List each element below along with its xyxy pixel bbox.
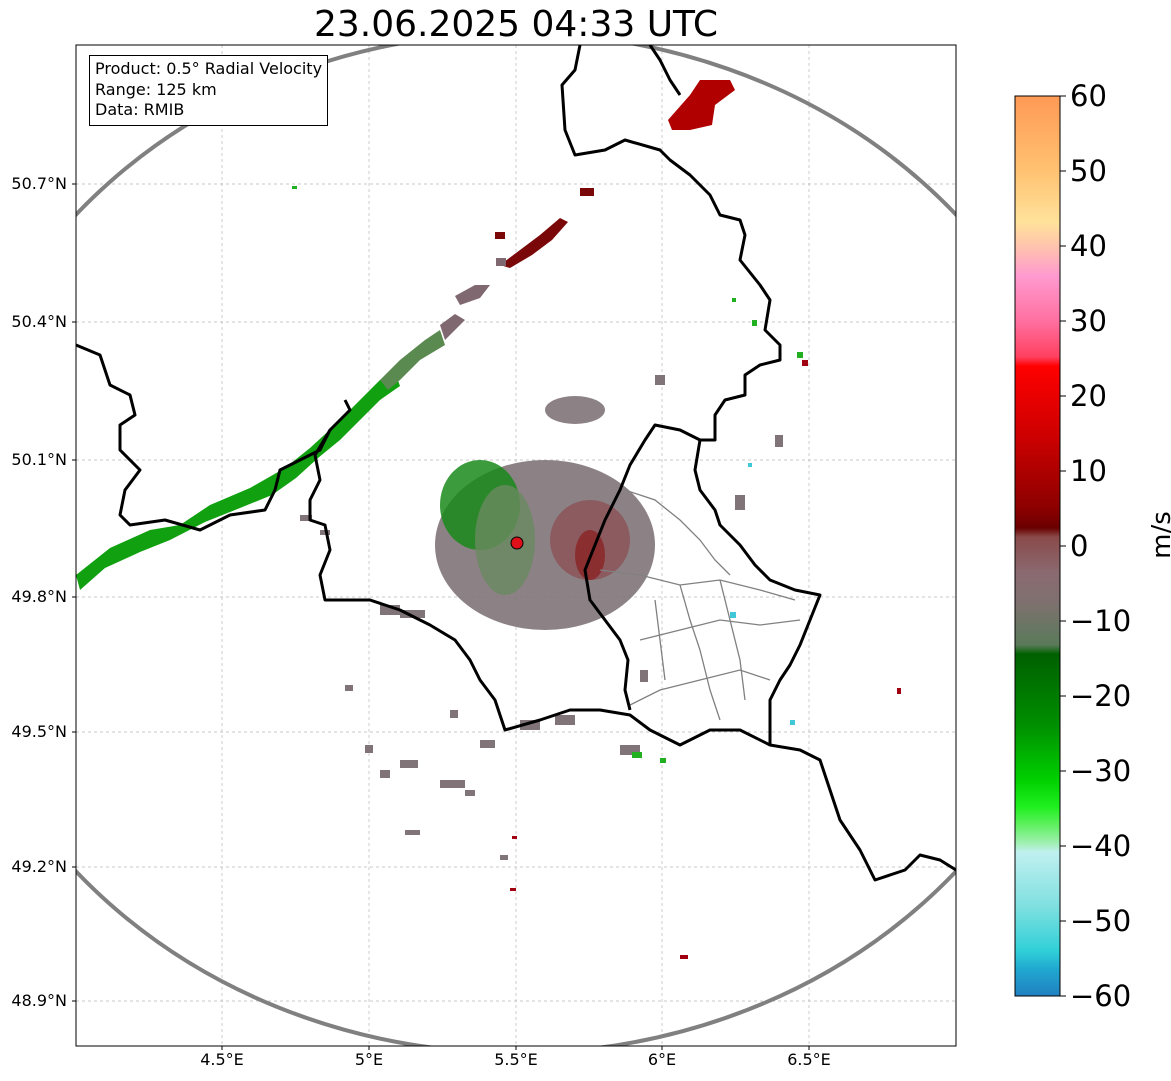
colorbar-tick-label: 50 — [1070, 154, 1107, 188]
lon-tick-label: 6.5°E — [787, 1050, 831, 1069]
radar-site-marker — [510, 536, 524, 550]
colorbar-tick-label: 30 — [1070, 304, 1107, 338]
lon-tick-label: 5°E — [354, 1050, 384, 1069]
colorbar-tick-label: 60 — [1070, 79, 1107, 113]
colorbar-tick-label: −40 — [1070, 829, 1132, 863]
colorbar-ticks — [1060, 95, 1066, 997]
echo-olivegreen-band — [380, 330, 445, 390]
colorbar-tick-label: 0 — [1070, 529, 1089, 563]
product-info-box: Product: 0.5° Radial Velocity Range: 125… — [89, 55, 329, 126]
lat-tick-label: 49.5°N — [11, 722, 67, 741]
echo-green-band — [76, 372, 400, 590]
lon-tick-label: 5.5°E — [494, 1050, 538, 1069]
map-title: 23.06.2025 04:33 UTC — [313, 4, 719, 45]
axis-ticks — [72, 183, 810, 1050]
colorbar-tick-label: 40 — [1070, 229, 1107, 263]
range-label: Range: 125 km — [95, 79, 217, 99]
echo-red-ne — [668, 80, 735, 130]
colorbar-tick-label: 10 — [1070, 454, 1107, 488]
lat-tick-label: 49.8°N — [11, 587, 67, 606]
colorbar-tick-label: −30 — [1070, 754, 1132, 788]
colorbar-unit-label: m/s — [1147, 511, 1171, 559]
colorbar — [1014, 95, 1061, 997]
echo-central-cluster — [435, 396, 655, 630]
lat-tick-label: 50.1°N — [11, 450, 67, 469]
lat-tick-label: 50.4°N — [11, 312, 67, 331]
echo-scatter-green — [292, 186, 803, 763]
colorbar-tick-label: −10 — [1070, 604, 1132, 638]
lon-tick-label: 6°E — [647, 1050, 677, 1069]
echo-darkred-band — [495, 188, 594, 268]
lat-tick-label: 49.2°N — [11, 857, 67, 876]
product-label: Product: 0.5° Radial Velocity — [95, 59, 323, 78]
lon-tick-label: 4.5°E — [200, 1050, 244, 1069]
graticule — [76, 45, 956, 1046]
data-source-label: Data: RMIB — [95, 100, 185, 119]
echo-scatter-cyan — [730, 463, 795, 725]
echo-scatter-red — [510, 360, 901, 959]
admin-borders — [599, 489, 801, 721]
colorbar-tick-label: −50 — [1070, 904, 1132, 938]
colorbar-tick-label: −20 — [1070, 679, 1132, 713]
echo-mauve-band — [440, 258, 506, 340]
lat-tick-label: 50.7°N — [11, 174, 67, 193]
national-borders — [76, 45, 956, 882]
lat-tick-label: 48.9°N — [11, 991, 67, 1010]
colorbar-tick-label: 20 — [1070, 379, 1107, 413]
colorbar-tick-label: −60 — [1070, 979, 1132, 1013]
